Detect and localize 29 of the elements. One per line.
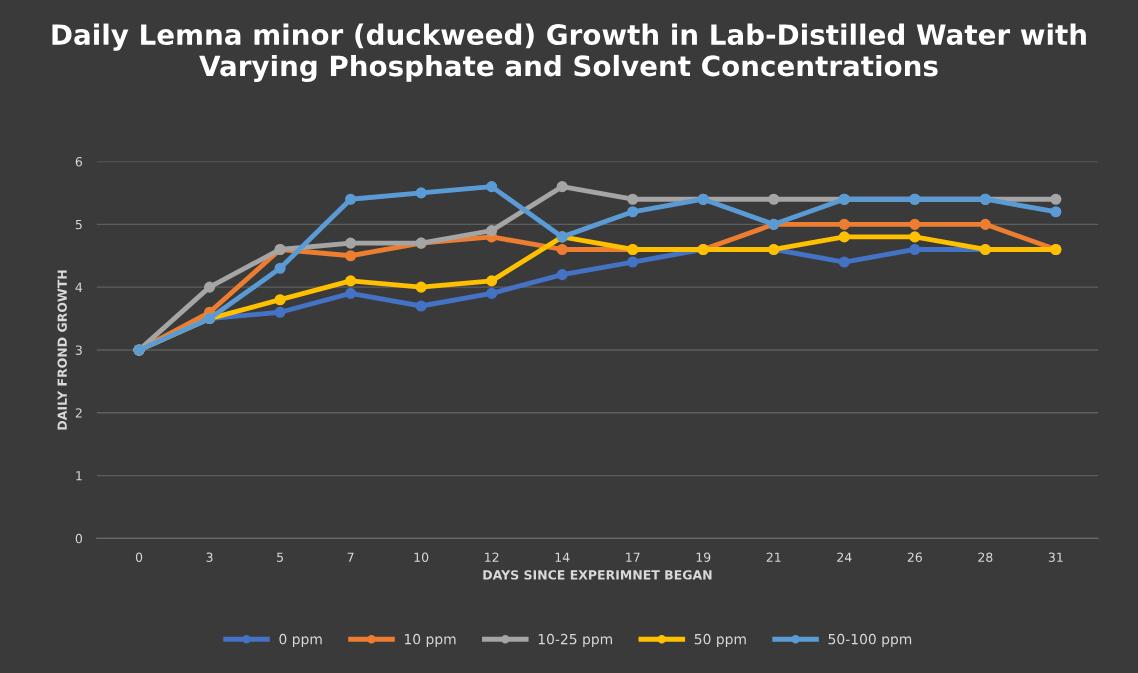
x-tick-label: 5 bbox=[277, 552, 283, 562]
y-tick-label: 2 bbox=[75, 408, 82, 418]
y-tick-label: 0 bbox=[75, 533, 83, 544]
x-tick-label: 10 bbox=[414, 552, 429, 562]
x-tick-label: 14 bbox=[555, 552, 570, 562]
x-tick-label: 28 bbox=[978, 552, 993, 562]
chart-title: Daily Lemna minor (duckweed) Growth in Lab-Distilled Water with Varying Phosphate and Solvent Concentrations bbox=[52, 23, 1086, 82]
x-tick-label: 19 bbox=[696, 552, 711, 562]
x-tick-label: 17 bbox=[626, 552, 640, 562]
x-tick-label: 0 bbox=[135, 552, 143, 562]
legend-label: 50-100 ppm bbox=[828, 633, 912, 648]
legend-label: 10-25 ppm bbox=[538, 633, 612, 648]
y-axis-title: DAILY FROND GROWTH bbox=[57, 270, 67, 430]
x-tick-label: 24 bbox=[837, 552, 852, 562]
y-tick-label: 5 bbox=[75, 219, 82, 230]
legend-label: 10 ppm bbox=[404, 633, 456, 648]
legend-label: 50 ppm bbox=[694, 633, 746, 648]
y-tick-label: 1 bbox=[76, 471, 82, 481]
x-axis-title: DAYS SINCE EXPERIMNET BEGAN bbox=[483, 570, 712, 580]
x-tick-label: 7 bbox=[347, 552, 354, 562]
legend-label: 0 ppm bbox=[279, 633, 322, 648]
y-tick-label: 3 bbox=[75, 345, 82, 355]
x-tick-label: 3 bbox=[206, 552, 213, 562]
y-tick-label: 4 bbox=[75, 282, 83, 292]
x-tick-label: 12 bbox=[485, 552, 499, 562]
x-tick-label: 26 bbox=[907, 552, 922, 562]
x-tick-label: 31 bbox=[1048, 552, 1063, 562]
x-tick-label: 21 bbox=[766, 552, 781, 562]
y-tick-label: 6 bbox=[75, 156, 83, 167]
